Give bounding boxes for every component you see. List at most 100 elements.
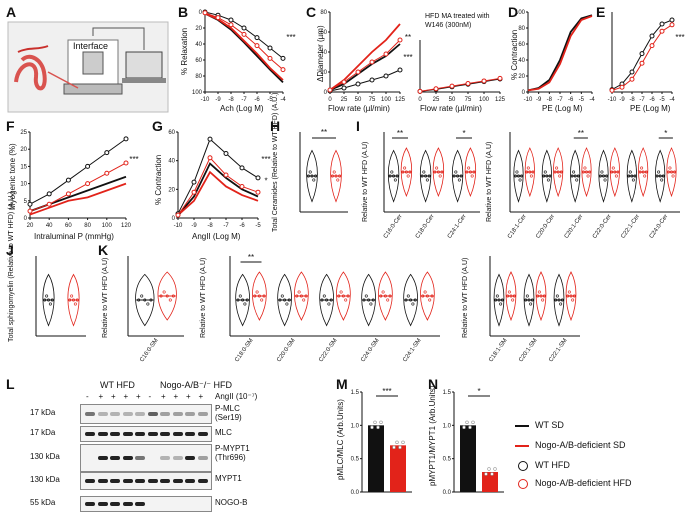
bar-point [487,467,491,471]
violin-point [571,298,575,302]
blot-band [122,479,133,483]
violin-point [395,174,399,178]
significance-label: ** [405,33,411,42]
bar [460,425,476,492]
y-tick-label: 40 [168,159,175,165]
data-point [191,179,197,185]
violin-point [529,174,533,178]
series-line-0 [177,162,259,216]
violin-point [327,302,331,306]
violin-point [553,170,557,174]
bar-point [468,425,472,430]
blot-band [85,412,95,416]
data-point [215,15,221,21]
panel-label-a: A [6,4,17,20]
laptop-base-icon [122,78,166,83]
lane-sign: + [136,392,141,401]
x-tick-label: -10 [174,223,183,229]
blot-kda-label: 130 kDa [30,452,60,461]
violin-point [472,170,476,174]
violin-point [542,294,546,298]
x-tick-label: -6 [568,97,574,103]
violin-point [325,298,329,302]
violin-point [404,170,408,174]
violin-point [430,294,434,298]
significance-label: * [462,129,465,138]
x-tick-label: -5 [579,97,585,103]
data-point [104,170,110,176]
data-point [65,191,71,197]
violin-point [393,178,397,182]
violin-point [433,170,437,174]
y-tick-label: 20 [195,26,202,32]
g-xlabel: AngII (Log M) [192,232,241,241]
y-tick-label: 20 [168,187,175,193]
panel-label-k: K [98,242,109,258]
blot-band [197,479,208,483]
x-tick-label: -7 [223,223,229,229]
bar-point [484,472,488,476]
blot-kda-label: 17 kDa [30,428,56,437]
data-point [223,172,229,178]
blot-band [185,456,195,460]
data-point [639,60,645,66]
violin-point [295,294,299,298]
violin-point [287,298,291,302]
violin-point [529,302,533,306]
violin-point [143,298,147,302]
x-tick-label: 50 [355,97,362,103]
lane-sign: + [186,392,191,401]
violin-point [304,294,308,298]
violin-point [527,298,531,302]
x-tick-label: 60 [65,223,72,229]
violin-point [332,170,336,174]
violin-point [537,290,541,294]
violin-point [312,178,316,182]
violin-point [495,294,499,298]
violin-point [668,166,672,170]
y-tick-label: 0.0 [443,490,452,496]
violin-point [605,174,609,178]
blot-kda-label: 130 kDa [30,475,60,484]
violin-point [470,174,474,178]
blot-band [135,412,145,416]
bar [390,445,406,492]
violin-point [559,170,563,174]
violin-point [346,294,350,298]
blot-band [97,432,108,436]
violin-point [168,298,172,302]
x-tick-label: 125 [395,97,406,103]
blot-band [85,502,95,506]
violin-point [436,170,440,174]
x-tick-label: 0 [418,97,422,103]
violin-point [640,166,644,170]
violin-point [643,174,647,178]
x-tick-label: -8 [207,223,213,229]
significance-label: ** [321,128,327,137]
blot-row-label: P-MYPT1 (Thr696) [215,444,250,462]
violin-point [403,166,407,170]
y-tick-label: 60 [195,58,202,64]
data-point [85,163,91,169]
violin-point [70,294,74,298]
blot-row-label: P-MLC (Ser19) [215,404,242,422]
data-point [649,33,655,39]
x-tick-label: 50 [449,97,456,103]
blot-band [122,456,133,460]
blot-band [147,479,158,483]
y-tick-label: 0 [324,90,328,96]
violin-point [425,294,429,298]
blot-band [160,432,170,436]
violin-point [554,298,558,302]
x-tick-label: -9 [536,97,542,103]
violin-point [658,174,662,178]
violin-point [614,174,618,178]
violin-point [308,170,312,174]
experiment-schematic [7,21,169,113]
violin-point [638,170,642,174]
violin-point [598,174,602,178]
bar-point [465,420,469,425]
x-tick-label: 120 [121,223,132,229]
panel-label-i: I [356,118,360,134]
x-tick-label: -7 [639,97,645,103]
